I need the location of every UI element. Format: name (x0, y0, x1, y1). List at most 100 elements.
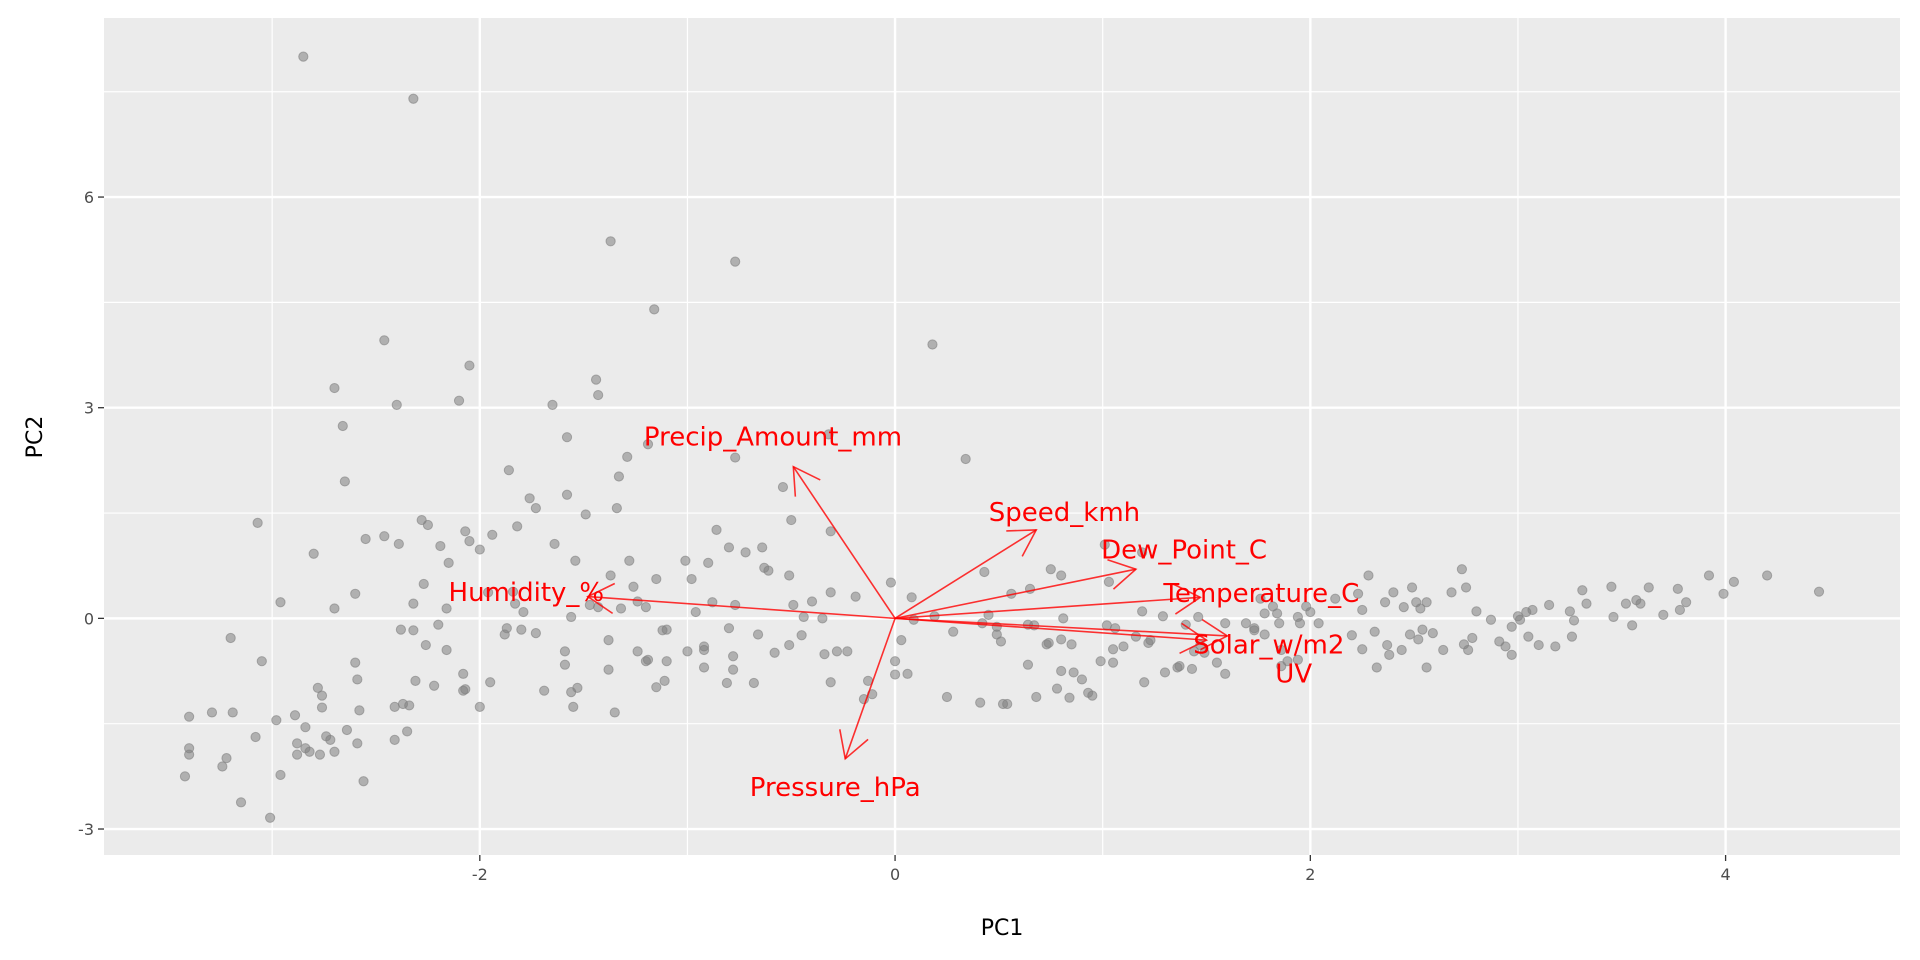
score-point (896, 635, 907, 646)
score-point (723, 542, 735, 553)
score-point (1259, 608, 1270, 619)
score-point (763, 565, 774, 576)
score-point (1056, 570, 1067, 581)
score-point (730, 599, 741, 611)
score-point (831, 646, 843, 657)
score-point (389, 734, 400, 745)
score-point (1681, 597, 1692, 608)
score-point (1421, 597, 1432, 608)
score-point (1292, 654, 1303, 665)
score-point (561, 489, 573, 500)
score-point (613, 471, 625, 482)
score-point (271, 715, 282, 726)
score-point (1031, 691, 1042, 703)
score-point (615, 603, 627, 614)
score-point (906, 592, 917, 603)
score-point (825, 526, 836, 537)
score-point (435, 540, 446, 552)
score-point (622, 451, 633, 462)
score-point (389, 701, 400, 712)
score-point (1485, 614, 1497, 625)
score-point (453, 395, 465, 406)
loading-arrow-head (1172, 583, 1202, 615)
score-point (1396, 644, 1407, 656)
score-point (402, 726, 413, 737)
score-point (350, 588, 361, 599)
score-point (358, 776, 369, 787)
score-point (1357, 604, 1368, 616)
score-point (1276, 644, 1287, 656)
score-point (784, 570, 795, 581)
score-point (300, 722, 311, 733)
score-point (661, 656, 672, 667)
score-point (825, 587, 836, 598)
score-point (568, 701, 579, 712)
score-point (1500, 641, 1511, 652)
loading-label: Precip_Amount_mm (644, 422, 902, 452)
score-point (1369, 626, 1380, 637)
score-point (885, 577, 897, 588)
score-point (1058, 613, 1069, 624)
score-point (252, 517, 263, 528)
score-point (1438, 644, 1449, 656)
loading-arrow-head (586, 582, 616, 615)
score-point (721, 677, 732, 689)
score-point (404, 700, 415, 711)
score-point (979, 566, 990, 578)
x-tick-label: 0 (890, 865, 900, 884)
score-point (570, 555, 581, 566)
score-point (603, 664, 614, 675)
loading-label: Dew_Point_C (1101, 535, 1267, 565)
score-point (723, 623, 735, 634)
score-point (1527, 604, 1538, 616)
score-point (1460, 582, 1472, 593)
score-point (420, 639, 431, 651)
score-point (329, 382, 340, 394)
score-point (217, 761, 228, 772)
score-point (686, 573, 697, 585)
score-point (225, 632, 236, 644)
score-point (1186, 663, 1198, 675)
score-point (1255, 593, 1266, 604)
loading-label: UV (1275, 659, 1312, 689)
score-point (512, 521, 523, 532)
score-point (1674, 604, 1686, 616)
score-point (518, 606, 529, 618)
score-point (1068, 667, 1079, 678)
score-point (680, 555, 691, 566)
panel-background (104, 18, 1900, 855)
x-axis-label: PC1 (981, 916, 1024, 941)
score-point (410, 675, 421, 686)
score-point (1066, 639, 1077, 650)
score-point (1103, 576, 1115, 587)
score-point (1099, 539, 1110, 550)
score-point (1240, 618, 1252, 629)
loading-arrow-head (792, 465, 821, 497)
score-point (530, 628, 541, 639)
score-point (1427, 628, 1438, 639)
score-point (1506, 649, 1517, 660)
score-point (1388, 587, 1399, 598)
x-tick-label: 2 (1305, 865, 1315, 884)
score-point (291, 749, 303, 760)
score-point (1446, 587, 1457, 598)
score-point (1371, 662, 1382, 673)
score-point (624, 555, 635, 566)
score-point (329, 746, 340, 757)
score-point (408, 93, 419, 104)
score-point (1220, 668, 1231, 679)
score-point (823, 429, 834, 440)
score-point (1056, 634, 1067, 645)
score-point (1762, 570, 1773, 581)
score-point (580, 509, 591, 520)
score-point (298, 51, 309, 62)
score-point (1107, 644, 1119, 655)
score-point (1417, 624, 1428, 635)
y-tick-label: 0 (84, 609, 94, 628)
score-point (1076, 674, 1088, 685)
score-point (640, 602, 652, 613)
score-point (441, 603, 452, 614)
score-point (1282, 656, 1293, 667)
score-point (464, 360, 475, 371)
